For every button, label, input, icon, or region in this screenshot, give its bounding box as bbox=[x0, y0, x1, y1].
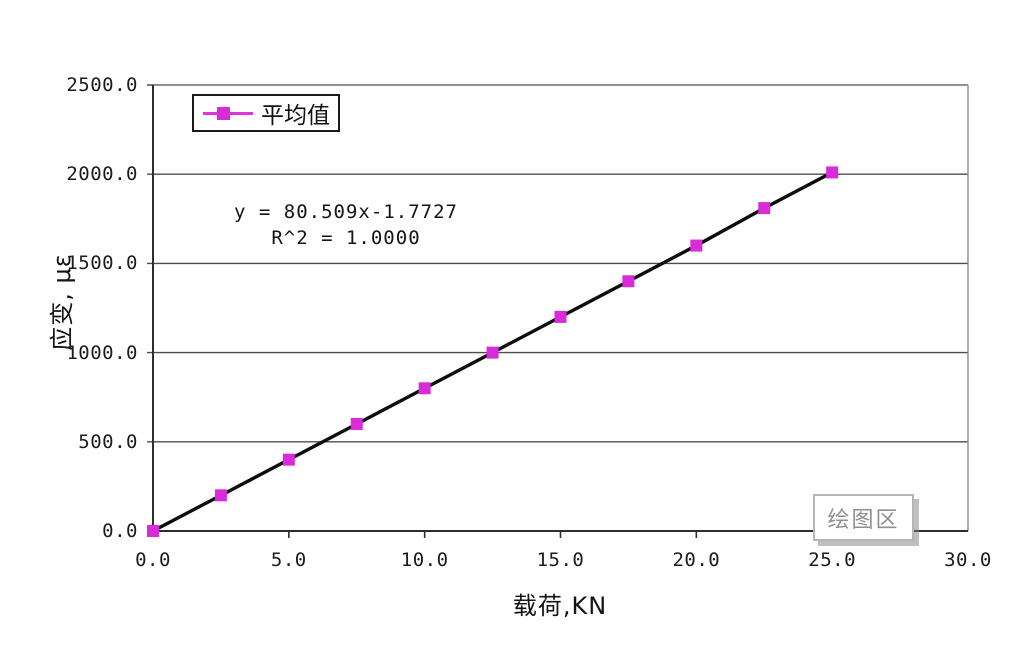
x-axis-tick-label: 15.0 bbox=[536, 549, 585, 571]
series-data-marker bbox=[826, 166, 839, 179]
x-axis-tick-label: 5.0 bbox=[270, 549, 307, 571]
x-axis-title: 载荷,KN bbox=[512, 592, 608, 620]
x-axis-tick-label: 20.0 bbox=[672, 549, 721, 571]
x-axis-tick-label: 30.0 bbox=[944, 549, 992, 571]
trendline-equation-line1: y = 80.509x-1.7727 bbox=[234, 201, 458, 223]
series-data-marker bbox=[418, 382, 431, 395]
legend-line-sample bbox=[203, 106, 253, 120]
legend[interactable]: 平均值 bbox=[192, 94, 340, 132]
y-axis-tick-label: 500.0 bbox=[78, 430, 138, 453]
series-data-marker bbox=[147, 525, 159, 537]
plot-area-tooltip: 绘图区 bbox=[813, 494, 914, 541]
series-data-marker bbox=[554, 310, 567, 323]
x-axis-tick-label: 10.0 bbox=[400, 549, 449, 571]
trendline-r-squared: R^2 = 1.0000 bbox=[271, 227, 421, 249]
series-data-marker bbox=[622, 275, 635, 288]
y-axis-tick-label: 2000.0 bbox=[66, 163, 138, 186]
y-axis-tick-label: 1500.0 bbox=[66, 252, 138, 275]
y-axis-tick-label: 1000.0 bbox=[66, 341, 138, 364]
y-axis-tick-label: 2500.0 bbox=[66, 74, 138, 96]
x-axis-tick-label: 0.0 bbox=[135, 549, 171, 571]
series-data-marker bbox=[282, 453, 295, 466]
series-data-marker bbox=[214, 489, 227, 502]
y-axis-tick-label: 0.0 bbox=[102, 520, 138, 542]
x-axis-tick-label: 25.0 bbox=[808, 549, 857, 571]
legend-square-marker-icon bbox=[217, 106, 230, 120]
series-data-marker bbox=[350, 417, 363, 430]
y-axis-title: 应变, με bbox=[48, 253, 76, 351]
series-data-marker bbox=[486, 346, 499, 359]
legend-label: 平均值 bbox=[261, 103, 330, 129]
series-data-marker bbox=[758, 202, 771, 215]
series-data-marker bbox=[690, 239, 703, 252]
trendline-equation[interactable]: y = 80.509x-1.7727 R^2 = 1.0000 bbox=[228, 199, 464, 251]
